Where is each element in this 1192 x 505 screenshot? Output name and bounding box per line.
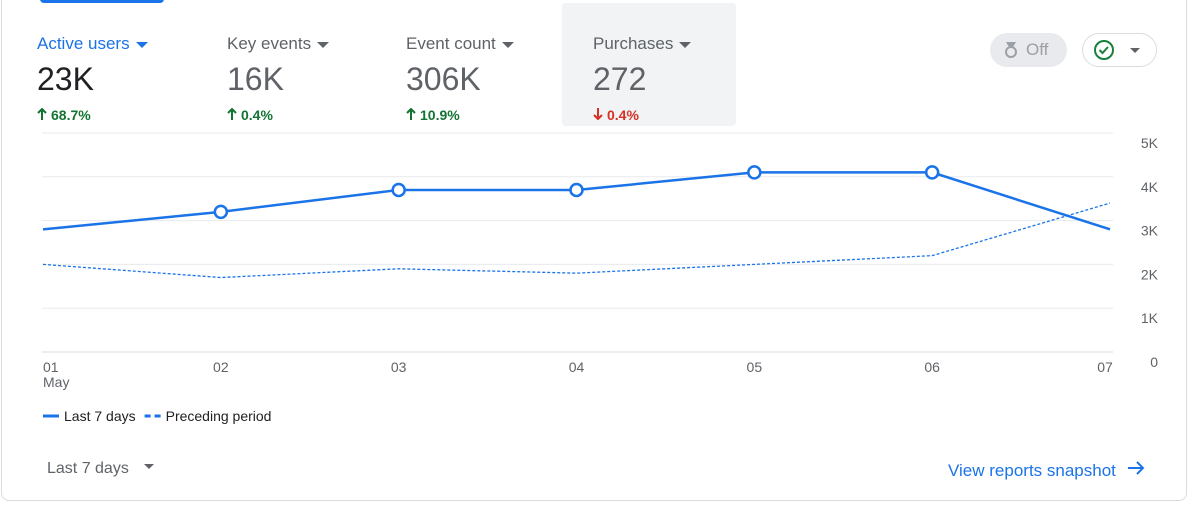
y-tick-label: 1K (1141, 310, 1159, 326)
x-tick-label: 02 (213, 359, 229, 375)
metric-tab[interactable]: Key events 16K 0.4% (196, 3, 370, 126)
legend-label: Last 7 days (64, 408, 136, 424)
metric-change: 0.4% (593, 107, 639, 123)
x-tick-label: 06 (924, 359, 940, 375)
metric-value: 306K (406, 61, 481, 97)
metric-value: 23K (37, 61, 94, 97)
comparison-line (42, 202, 1111, 279)
caret (679, 41, 692, 48)
dropdown-icon (501, 41, 514, 48)
point (747, 165, 762, 180)
caret (135, 41, 148, 48)
x-tick-label: 04 (569, 359, 585, 375)
arrow (227, 107, 237, 120)
metric-change: 0.4% (227, 107, 273, 123)
point (924, 165, 940, 180)
y-tick-label: 3K (1141, 223, 1159, 239)
active-indicator (40, 0, 164, 3)
badge[interactable]: Off (990, 33, 1067, 67)
metric-label: Active users (37, 34, 148, 54)
award-icon (1005, 42, 1017, 58)
trend-arrow (593, 108, 603, 121)
y-tick-label: 2K (1141, 266, 1159, 282)
x-tick-label: 07 (1097, 359, 1113, 375)
metric-label: Purchases (593, 34, 692, 54)
metric-tab[interactable]: Event count 306K 10.9% (375, 3, 549, 126)
metric-value: 272 (593, 61, 647, 97)
date-range-select[interactable]: Last 7 days (47, 460, 159, 478)
legend-label: Preceding period (166, 408, 272, 424)
snapshot-link[interactable]: View reports snapshot (948, 460, 1146, 481)
point (569, 182, 584, 198)
caret (501, 41, 514, 48)
metric-tab[interactable]: Active users 23K 68.7% (6, 0, 180, 126)
metric-value: 16K (227, 61, 284, 97)
metric-change: 10.9% (406, 107, 460, 123)
y-tick-label: 5K (1141, 135, 1159, 151)
metric-label: Key events (227, 34, 330, 54)
trend-arrow (37, 107, 47, 120)
point (213, 204, 229, 220)
arrow-icon (1127, 461, 1145, 475)
x-tick-label: 01 (43, 359, 59, 375)
arrow (406, 107, 416, 120)
trend-arrow (227, 107, 237, 120)
arrow (593, 108, 603, 121)
status-icon (1094, 40, 1140, 60)
change-text: 0.4% (241, 107, 273, 123)
caret (317, 41, 330, 48)
dropdown-icon (317, 41, 330, 48)
metric-change: 68.7% (37, 107, 91, 123)
y-tick-label: 4K (1141, 179, 1159, 195)
metric-label: Event count (406, 34, 514, 54)
y-tick-label: 0 (1150, 354, 1158, 370)
dropdown-icon (135, 41, 148, 48)
metric-label-text: Key events (227, 34, 312, 53)
x-sublabel: May (43, 374, 69, 390)
dropdown-icon (143, 464, 154, 469)
x-tick-label: 03 (391, 359, 407, 375)
metric-label-text: Purchases (593, 34, 674, 53)
arrow (37, 107, 47, 120)
badge-text: Off (1026, 40, 1049, 59)
metric-label-text: Event count (406, 34, 496, 53)
link-text: View reports snapshot (948, 461, 1116, 480)
change-text: 68.7% (51, 107, 91, 123)
date-range: Last 7 days (47, 460, 129, 477)
metric-tab[interactable]: Purchases 272 0.4% (562, 3, 736, 126)
trend-arrow (406, 107, 416, 120)
metric-label-text: Active users (37, 34, 130, 53)
x-tick-label: 05 (747, 359, 763, 375)
dropdown-icon (679, 41, 692, 48)
change-text: 0.4% (607, 107, 639, 123)
change-text: 10.9% (420, 107, 460, 123)
status-menu[interactable] (1082, 33, 1157, 67)
point (391, 182, 406, 198)
